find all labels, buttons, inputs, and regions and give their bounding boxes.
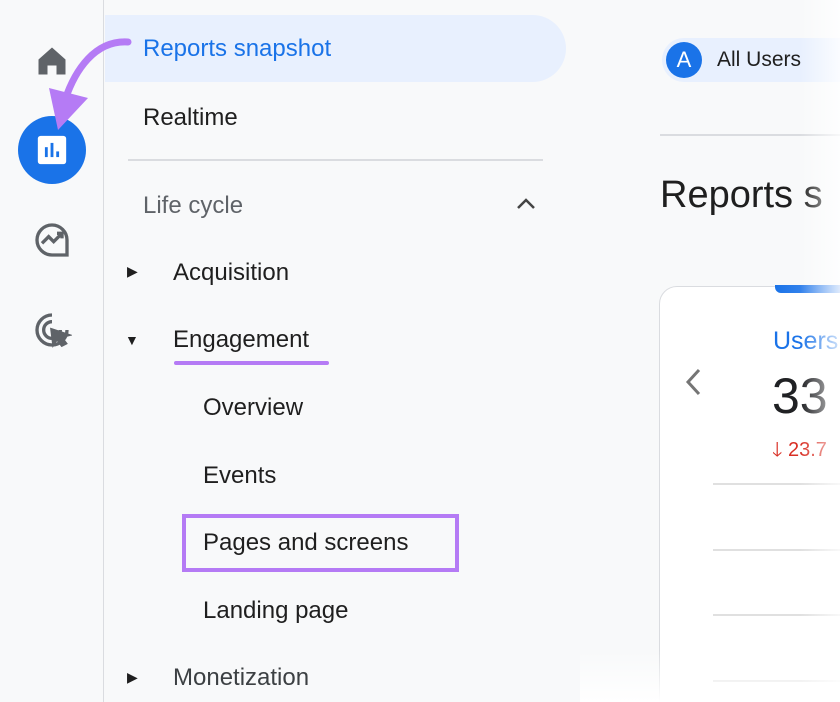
- section-life-cycle[interactable]: Life cycle: [143, 192, 244, 219]
- caret-right-icon[interactable]: ▶: [127, 263, 138, 279]
- row-divider: [713, 614, 840, 616]
- icon-rail: [0, 0, 104, 702]
- row-divider: [713, 549, 840, 551]
- advertising-icon[interactable]: [18, 296, 86, 364]
- page-title: Reports s: [660, 174, 823, 216]
- nav-landing-page[interactable]: Landing page: [203, 597, 349, 624]
- nav-pages-and-screens[interactable]: Pages and screens: [203, 529, 409, 556]
- divider: [128, 159, 543, 161]
- main-content: A All Users Reports s Users 33 🡓 23.7: [580, 0, 840, 702]
- divider: [660, 134, 840, 136]
- nav-reports-snapshot[interactable]: Reports snapshot: [105, 15, 566, 82]
- nav-monetization[interactable]: Monetization: [173, 664, 310, 691]
- fade-overlay: [800, 0, 840, 702]
- nav-realtime[interactable]: Realtime: [143, 104, 238, 131]
- segment-avatar: A: [666, 42, 702, 78]
- nav-acquisition[interactable]: Acquisition: [173, 259, 290, 286]
- engagement-underline-annotation: [174, 361, 329, 365]
- nav-overview[interactable]: Overview: [203, 394, 304, 421]
- home-icon[interactable]: [18, 27, 86, 95]
- arrow-down-icon: 🡓: [772, 439, 783, 461]
- nav-engagement[interactable]: Engagement: [173, 326, 310, 353]
- caret-right-icon[interactable]: ▶: [127, 669, 138, 685]
- fade-overlay: [580, 650, 840, 702]
- reports-icon[interactable]: [18, 116, 86, 184]
- explore-icon[interactable]: [18, 206, 86, 274]
- chevron-up-icon[interactable]: [515, 196, 537, 212]
- highlight-box-annotation: [182, 514, 459, 572]
- nav-events[interactable]: Events: [203, 462, 277, 489]
- chevron-left-icon[interactable]: [682, 367, 704, 397]
- row-divider: [713, 483, 840, 485]
- caret-down-icon[interactable]: ▼: [125, 332, 139, 348]
- reports-nav: Reports snapshot Realtime Life cycle ▶ A…: [105, 0, 580, 702]
- segment-label: All Users: [717, 48, 802, 71]
- arrow-annotation: [49, 38, 132, 130]
